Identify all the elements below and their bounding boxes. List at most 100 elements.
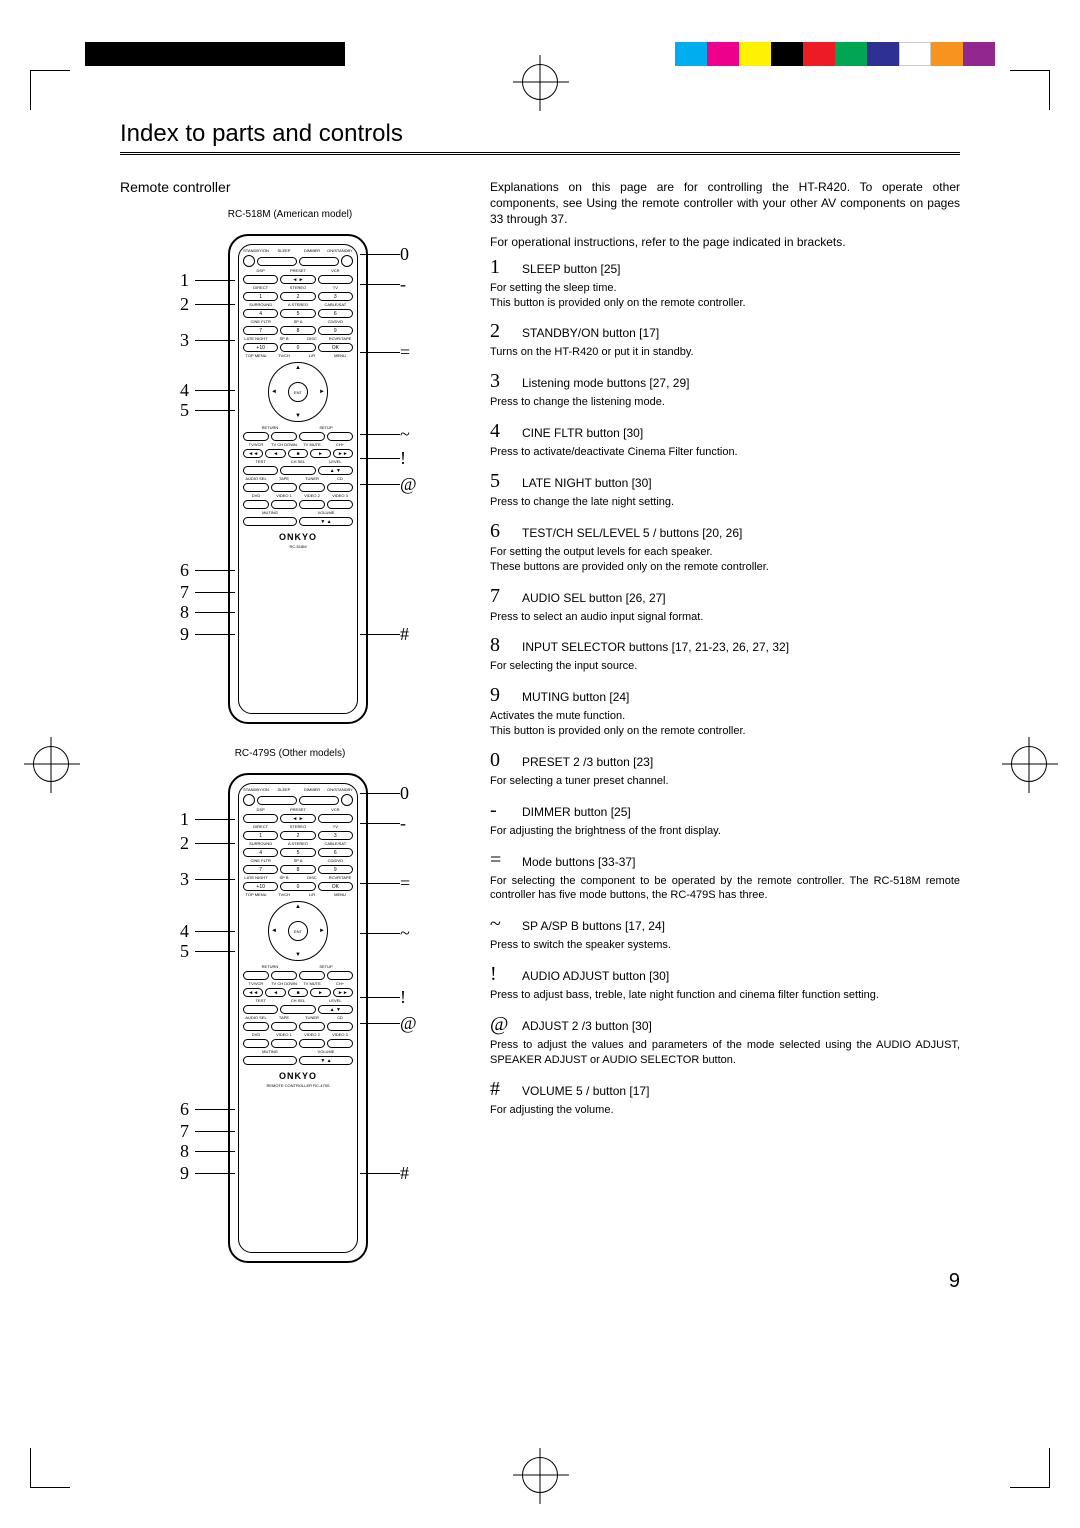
label-row: AUDIO SELTAPETUNERCD (243, 1016, 353, 1020)
remote-diagram-1: STANDBY/ONSLEEPDIMMERON/STANDBYDSPPRESET… (120, 224, 460, 734)
remote-button (257, 257, 297, 266)
remote-button: ► (310, 449, 330, 458)
remote-button: 7 (243, 865, 278, 874)
arrow-left: ◄ (271, 389, 277, 395)
arrow-left: ◄ (271, 928, 277, 934)
model-label-2: RC-479S (Other models) (120, 748, 460, 759)
entry-head: 8INPUT SELECTOR buttons [17, 21-23, 26, … (490, 634, 960, 657)
entry-title: SLEEP button [25] (522, 262, 621, 276)
label-row: MUTINGVOLUME (243, 511, 353, 515)
crop-top-left (30, 70, 70, 110)
remote-button: CD/DVD (318, 320, 353, 324)
arrow-down: ▼ (295, 413, 301, 419)
entry-description: Activates the mute function.This button … (490, 709, 960, 739)
remote-button: RETURN (243, 426, 297, 430)
remote-button (299, 500, 325, 509)
page-content: Index to parts and controls Remote contr… (120, 120, 960, 1273)
entry-title: ADJUST 2 /3 button [30] (522, 1019, 652, 1033)
remote-button: ►► (333, 988, 353, 997)
remote-button: STANDBY/ON (243, 249, 269, 253)
callout-number: = (400, 873, 410, 894)
remote-button (243, 1039, 269, 1048)
entry: -DIMMER button [25]For adjusting the bri… (490, 799, 960, 839)
remote-button: TEST (243, 999, 278, 1003)
remote-button: SP A (280, 320, 315, 324)
remote-button (299, 432, 325, 441)
entry-description: Press to select an audio input signal fo… (490, 610, 960, 625)
remote-button: 6 (318, 848, 353, 857)
remote-button: MENU (327, 893, 353, 897)
callout-number: 5 (180, 941, 189, 962)
remote-button: 5 (280, 848, 315, 857)
entry-description: For selecting the component to be operat… (490, 874, 960, 904)
callout-number: 7 (180, 582, 189, 603)
remote-button: ◄◄ (243, 449, 263, 458)
entry-number: 5 (490, 470, 512, 493)
remote-button: MENU (327, 354, 353, 358)
arrow-right: ► (319, 928, 325, 934)
callout-number: # (400, 624, 409, 645)
label-row: LATE NIGHTSP BDISCRCVR/TAPE (243, 337, 353, 341)
remote-button: ◄ (265, 449, 285, 458)
remote-button (327, 971, 353, 980)
callout-number: @ (400, 1013, 417, 1034)
arrow-up: ▲ (295, 904, 301, 910)
remote-button: PRESET (280, 808, 315, 812)
callout-number: 2 (180, 294, 189, 315)
remote-button: DSP (243, 808, 278, 812)
model-tiny: REMOTE CONTROLLER RC-479S (243, 1083, 353, 1088)
entry-head: -DIMMER button [25] (490, 799, 960, 822)
entry-head: 2STANDBY/ON button [17] (490, 320, 960, 343)
remote-button: ▲ ▼ (318, 1005, 353, 1014)
callout-number: 0 (400, 244, 409, 265)
button-row: ▼ ▲ (243, 1056, 353, 1065)
remote-button: VOLUME (299, 1050, 353, 1054)
remote-button: TAPE (271, 1016, 297, 1020)
callout-number: 1 (180, 270, 189, 291)
entry-title: AUDIO ADJUST button [30] (522, 969, 669, 983)
button-row: 123 (243, 292, 353, 301)
remote-button: ■ (288, 988, 308, 997)
remote-button: 9 (318, 326, 353, 335)
intro-paragraph-2: For operational instructions, refer to t… (490, 234, 960, 250)
remote-button (243, 794, 255, 806)
entry-title: DIMMER button [25] (522, 805, 631, 819)
remote-button (318, 275, 353, 284)
crop-bottom-right (1010, 1448, 1050, 1488)
callout-number: 5 (180, 400, 189, 421)
label-row: RETURNSETUP (243, 965, 353, 969)
model-label-1: RC-518M (American model) (120, 209, 460, 220)
crop-top-right (1010, 70, 1050, 110)
remote-button: DIMMER (299, 249, 325, 253)
remote-button: TV CH DOWN (271, 443, 297, 447)
remote-button: AUDIO SEL (243, 1016, 269, 1020)
remote-button (257, 796, 297, 805)
remote-button (243, 466, 278, 475)
button-row: ▲ ▼ (243, 1005, 353, 1014)
label-row: DVDVIDEO 1VIDEO 2VIDEO 3 (243, 494, 353, 498)
remote-button: DVD (243, 1033, 269, 1037)
remote-button: L/R (299, 893, 325, 897)
button-row: 456 (243, 848, 353, 857)
callout-line (195, 879, 235, 880)
label-row: AUDIO SELTAPETUNERCD (243, 477, 353, 481)
arrow-right: ► (319, 389, 325, 395)
entry-title: LATE NIGHT button [30] (522, 476, 652, 490)
remote-button: 3 (318, 292, 353, 301)
entry-description: For setting the sleep time.This button i… (490, 281, 960, 311)
navigation-pad: ENT▲▼◄► (268, 362, 328, 422)
callout-line (360, 634, 400, 635)
remote-button (271, 500, 297, 509)
callout-number: ! (400, 448, 406, 469)
remote-button: TV/VCR (243, 443, 269, 447)
callout-number: 6 (180, 560, 189, 581)
remote-button: TUNER (299, 1016, 325, 1020)
remote-button (243, 517, 297, 526)
label-row: DIRECTSTEREOTV (243, 286, 353, 290)
entry-head: 7AUDIO SEL button [26, 27] (490, 585, 960, 608)
remote-button (271, 483, 297, 492)
remote-button: VOLUME (299, 511, 353, 515)
entry-number: 9 (490, 684, 512, 707)
button-row (243, 483, 353, 492)
remote-button: TOP MENU (243, 354, 269, 358)
